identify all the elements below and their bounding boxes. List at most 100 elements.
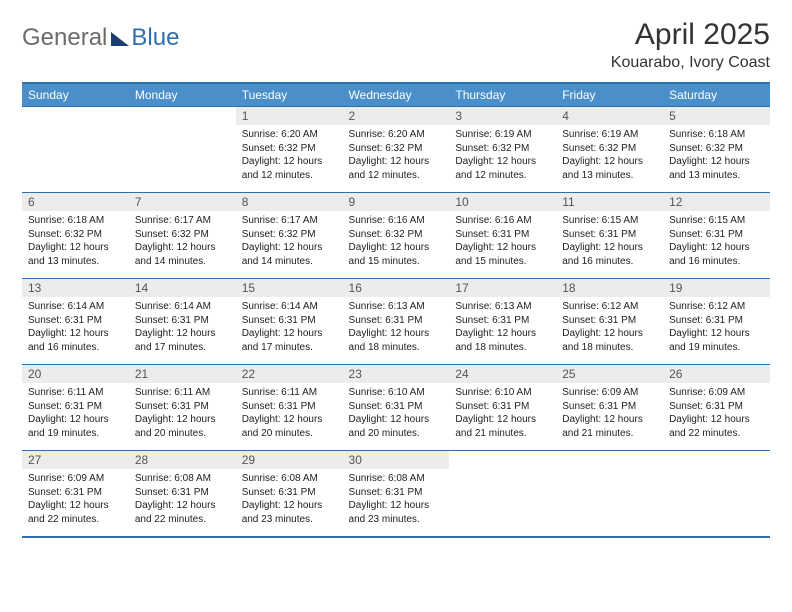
day-details: Sunrise: 6:18 AMSunset: 6:32 PMDaylight:… xyxy=(22,211,129,270)
day-cell: 29Sunrise: 6:08 AMSunset: 6:31 PMDayligh… xyxy=(236,451,343,537)
day-details: Sunrise: 6:15 AMSunset: 6:31 PMDaylight:… xyxy=(663,211,770,270)
day-number: 3 xyxy=(449,107,556,125)
day-details: Sunrise: 6:10 AMSunset: 6:31 PMDaylight:… xyxy=(449,383,556,442)
day-number: 8 xyxy=(236,193,343,211)
day-details: Sunrise: 6:13 AMSunset: 6:31 PMDaylight:… xyxy=(449,297,556,356)
day-cell: 1Sunrise: 6:20 AMSunset: 6:32 PMDaylight… xyxy=(236,107,343,193)
day-cell: 5Sunrise: 6:18 AMSunset: 6:32 PMDaylight… xyxy=(663,107,770,193)
day-details: Sunrise: 6:20 AMSunset: 6:32 PMDaylight:… xyxy=(236,125,343,184)
day-number: 23 xyxy=(343,365,450,383)
day-number: 29 xyxy=(236,451,343,469)
day-cell: 17Sunrise: 6:13 AMSunset: 6:31 PMDayligh… xyxy=(449,279,556,365)
day-number: 13 xyxy=(22,279,129,297)
day-details: Sunrise: 6:19 AMSunset: 6:32 PMDaylight:… xyxy=(556,125,663,184)
day-cell: 30Sunrise: 6:08 AMSunset: 6:31 PMDayligh… xyxy=(343,451,450,537)
day-details: Sunrise: 6:09 AMSunset: 6:31 PMDaylight:… xyxy=(22,469,129,528)
location: Kouarabo, Ivory Coast xyxy=(611,54,770,72)
day-number: 1 xyxy=(236,107,343,125)
day-cell: 13Sunrise: 6:14 AMSunset: 6:31 PMDayligh… xyxy=(22,279,129,365)
day-details: Sunrise: 6:08 AMSunset: 6:31 PMDaylight:… xyxy=(129,469,236,528)
day-number: 12 xyxy=(663,193,770,211)
day-number: 26 xyxy=(663,365,770,383)
month-title: April 2025 xyxy=(611,18,770,52)
day-cell: 25Sunrise: 6:09 AMSunset: 6:31 PMDayligh… xyxy=(556,365,663,451)
day-number: 20 xyxy=(22,365,129,383)
day-details: Sunrise: 6:11 AMSunset: 6:31 PMDaylight:… xyxy=(129,383,236,442)
day-cell: 4Sunrise: 6:19 AMSunset: 6:32 PMDaylight… xyxy=(556,107,663,193)
day-details: Sunrise: 6:18 AMSunset: 6:32 PMDaylight:… xyxy=(663,125,770,184)
day-details: Sunrise: 6:16 AMSunset: 6:32 PMDaylight:… xyxy=(343,211,450,270)
day-cell: 6Sunrise: 6:18 AMSunset: 6:32 PMDaylight… xyxy=(22,193,129,279)
day-number: 21 xyxy=(129,365,236,383)
day-number: 5 xyxy=(663,107,770,125)
day-cell: 15Sunrise: 6:14 AMSunset: 6:31 PMDayligh… xyxy=(236,279,343,365)
day-cell: 26Sunrise: 6:09 AMSunset: 6:31 PMDayligh… xyxy=(663,365,770,451)
weekday-header: Tuesday xyxy=(236,83,343,107)
day-cell: 14Sunrise: 6:14 AMSunset: 6:31 PMDayligh… xyxy=(129,279,236,365)
day-cell: 2Sunrise: 6:20 AMSunset: 6:32 PMDaylight… xyxy=(343,107,450,193)
logo: General Blue xyxy=(22,18,179,52)
weekday-header: Friday xyxy=(556,83,663,107)
day-details: Sunrise: 6:16 AMSunset: 6:31 PMDaylight:… xyxy=(449,211,556,270)
header: General Blue April 2025 Kouarabo, Ivory … xyxy=(22,18,770,72)
day-details: Sunrise: 6:09 AMSunset: 6:31 PMDaylight:… xyxy=(556,383,663,442)
calendar-row: 20Sunrise: 6:11 AMSunset: 6:31 PMDayligh… xyxy=(22,365,770,451)
weekday-header: Monday xyxy=(129,83,236,107)
day-cell: 24Sunrise: 6:10 AMSunset: 6:31 PMDayligh… xyxy=(449,365,556,451)
day-details: Sunrise: 6:11 AMSunset: 6:31 PMDaylight:… xyxy=(236,383,343,442)
day-number: 2 xyxy=(343,107,450,125)
day-details: Sunrise: 6:08 AMSunset: 6:31 PMDaylight:… xyxy=(343,469,450,528)
calendar-row: 6Sunrise: 6:18 AMSunset: 6:32 PMDaylight… xyxy=(22,193,770,279)
empty-cell xyxy=(556,451,663,537)
weekday-header: Thursday xyxy=(449,83,556,107)
day-cell: 23Sunrise: 6:10 AMSunset: 6:31 PMDayligh… xyxy=(343,365,450,451)
day-details: Sunrise: 6:15 AMSunset: 6:31 PMDaylight:… xyxy=(556,211,663,270)
day-details: Sunrise: 6:17 AMSunset: 6:32 PMDaylight:… xyxy=(236,211,343,270)
day-cell: 8Sunrise: 6:17 AMSunset: 6:32 PMDaylight… xyxy=(236,193,343,279)
day-number: 14 xyxy=(129,279,236,297)
day-cell: 21Sunrise: 6:11 AMSunset: 6:31 PMDayligh… xyxy=(129,365,236,451)
logo-text-general: General xyxy=(22,24,107,52)
weekday-header-row: SundayMondayTuesdayWednesdayThursdayFrid… xyxy=(22,83,770,107)
day-number: 30 xyxy=(343,451,450,469)
day-number: 22 xyxy=(236,365,343,383)
day-cell: 16Sunrise: 6:13 AMSunset: 6:31 PMDayligh… xyxy=(343,279,450,365)
day-number: 10 xyxy=(449,193,556,211)
day-number: 16 xyxy=(343,279,450,297)
day-details: Sunrise: 6:08 AMSunset: 6:31 PMDaylight:… xyxy=(236,469,343,528)
empty-cell xyxy=(22,107,129,193)
empty-cell xyxy=(129,107,236,193)
day-cell: 28Sunrise: 6:08 AMSunset: 6:31 PMDayligh… xyxy=(129,451,236,537)
day-details: Sunrise: 6:14 AMSunset: 6:31 PMDaylight:… xyxy=(129,297,236,356)
day-number: 27 xyxy=(22,451,129,469)
day-number: 11 xyxy=(556,193,663,211)
day-cell: 27Sunrise: 6:09 AMSunset: 6:31 PMDayligh… xyxy=(22,451,129,537)
day-number: 28 xyxy=(129,451,236,469)
day-number: 24 xyxy=(449,365,556,383)
day-number: 9 xyxy=(343,193,450,211)
weekday-header: Sunday xyxy=(22,83,129,107)
day-details: Sunrise: 6:14 AMSunset: 6:31 PMDaylight:… xyxy=(236,297,343,356)
day-number: 19 xyxy=(663,279,770,297)
day-cell: 12Sunrise: 6:15 AMSunset: 6:31 PMDayligh… xyxy=(663,193,770,279)
day-details: Sunrise: 6:17 AMSunset: 6:32 PMDaylight:… xyxy=(129,211,236,270)
calendar-row: 1Sunrise: 6:20 AMSunset: 6:32 PMDaylight… xyxy=(22,107,770,193)
day-details: Sunrise: 6:13 AMSunset: 6:31 PMDaylight:… xyxy=(343,297,450,356)
day-cell: 20Sunrise: 6:11 AMSunset: 6:31 PMDayligh… xyxy=(22,365,129,451)
day-cell: 19Sunrise: 6:12 AMSunset: 6:31 PMDayligh… xyxy=(663,279,770,365)
day-cell: 7Sunrise: 6:17 AMSunset: 6:32 PMDaylight… xyxy=(129,193,236,279)
day-cell: 9Sunrise: 6:16 AMSunset: 6:32 PMDaylight… xyxy=(343,193,450,279)
calendar: SundayMondayTuesdayWednesdayThursdayFrid… xyxy=(22,82,770,538)
day-cell: 11Sunrise: 6:15 AMSunset: 6:31 PMDayligh… xyxy=(556,193,663,279)
day-cell: 22Sunrise: 6:11 AMSunset: 6:31 PMDayligh… xyxy=(236,365,343,451)
day-number: 18 xyxy=(556,279,663,297)
title-block: April 2025 Kouarabo, Ivory Coast xyxy=(611,18,770,72)
day-number: 17 xyxy=(449,279,556,297)
day-cell: 18Sunrise: 6:12 AMSunset: 6:31 PMDayligh… xyxy=(556,279,663,365)
logo-triangle-icon xyxy=(111,32,129,46)
day-number: 6 xyxy=(22,193,129,211)
logo-text-blue: Blue xyxy=(131,24,179,52)
day-details: Sunrise: 6:14 AMSunset: 6:31 PMDaylight:… xyxy=(22,297,129,356)
weekday-header: Saturday xyxy=(663,83,770,107)
calendar-body: 1Sunrise: 6:20 AMSunset: 6:32 PMDaylight… xyxy=(22,107,770,537)
